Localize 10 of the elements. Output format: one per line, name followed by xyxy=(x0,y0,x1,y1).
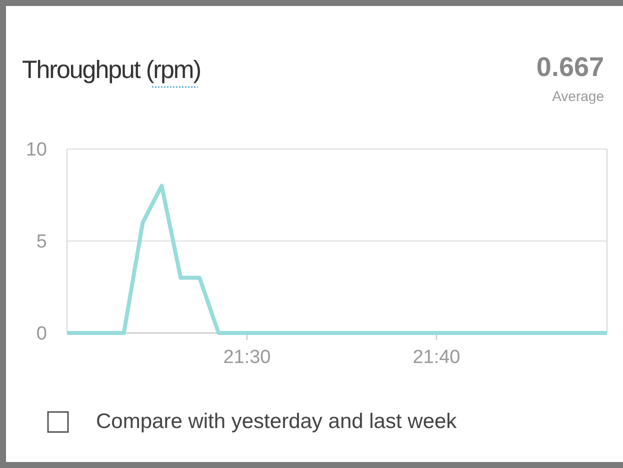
x-tick-label: 21:40 xyxy=(412,347,460,368)
chart-title: Throughput (rpm) xyxy=(22,56,201,84)
text: 0.667 xyxy=(536,52,604,82)
y-tick-label: 0 xyxy=(36,324,47,345)
x-tick-label: 21:30 xyxy=(223,347,271,368)
y-tick-label: 10 xyxy=(26,140,47,161)
line-series xyxy=(65,184,609,335)
text: Average xyxy=(552,88,604,104)
y-tick-label: 5 xyxy=(36,232,47,253)
text: Compare with yesterday and last week xyxy=(96,410,458,433)
